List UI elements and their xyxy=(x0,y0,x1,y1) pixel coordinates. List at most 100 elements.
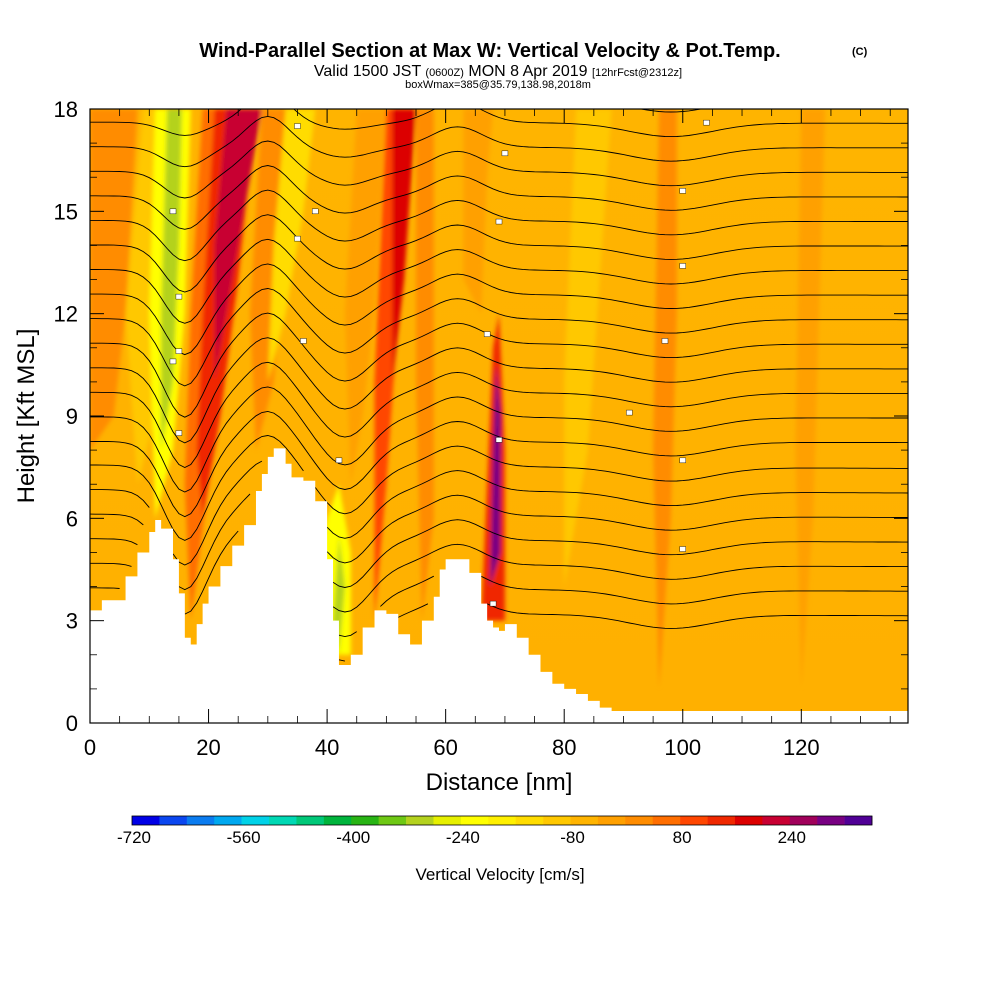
field-orange-plain xyxy=(344,109,387,485)
colorbar-swatch xyxy=(707,816,736,825)
y-axis-label: Height [Kft MSL] xyxy=(13,329,40,504)
field-orange-upper xyxy=(463,109,494,314)
theta-contour-12 xyxy=(90,288,908,387)
contour-label-marker xyxy=(300,338,307,344)
colorbar-swatch xyxy=(680,816,708,825)
colorbar-swatch xyxy=(597,816,626,825)
contour-label-marker xyxy=(175,348,183,354)
subtitle-utc: (0600Z) xyxy=(425,67,464,79)
field-orange-east xyxy=(416,109,434,621)
contour-label-marker xyxy=(294,235,301,242)
field-orange-right1 xyxy=(653,109,677,689)
velocity-field xyxy=(90,109,826,689)
colorbar-swatch xyxy=(789,816,818,825)
x-tick-label: 20 xyxy=(196,735,220,760)
subtitle-valid: Valid 1500 JST xyxy=(314,63,422,80)
y-tick-label: 3 xyxy=(66,609,78,634)
colorbar-swatch xyxy=(817,816,845,825)
y-tick-label: 12 xyxy=(54,302,78,327)
theta-contour-0 xyxy=(338,603,908,662)
x-axis: 0 20 40 60 80 100 120 xyxy=(84,109,891,760)
colorbar-swatch xyxy=(515,816,544,825)
colorbar xyxy=(131,815,873,826)
contour-label-marker xyxy=(501,150,509,157)
theta-contour-3 xyxy=(90,519,908,615)
y-tick-label: 0 xyxy=(66,711,78,736)
field-orange-right2 xyxy=(795,109,826,689)
colorbar-swatch xyxy=(351,816,379,825)
terrain-profile xyxy=(90,448,908,723)
colorbar-swatch xyxy=(433,816,462,825)
theta-contour-17 xyxy=(90,165,908,230)
contour-label-marker xyxy=(294,123,301,129)
plot-area xyxy=(90,109,908,723)
field-red-top xyxy=(392,109,417,382)
contour-label-marker xyxy=(175,293,183,300)
x-axis-label: Distance [nm] xyxy=(426,769,573,796)
colorbar-swatch xyxy=(406,816,434,825)
theta-contour-1 xyxy=(90,575,908,638)
contour-label-marker xyxy=(169,358,177,365)
colorbar-tick-label: -720 xyxy=(117,828,151,847)
colorbar-swatch xyxy=(214,816,242,825)
x-tick-label: 80 xyxy=(552,735,576,760)
theta-contour-7 xyxy=(90,410,908,518)
colorbar-frame xyxy=(131,815,873,826)
y-tick-label: 18 xyxy=(54,97,78,122)
theta-contour-labels xyxy=(169,119,710,607)
colorbar-swatch xyxy=(186,816,215,825)
y-axis: 0 3 6 9 12 15 18 xyxy=(54,97,908,736)
chart-title: Wind-Parallel Section at Max W: Vertical… xyxy=(199,40,780,62)
theta-contour-10 xyxy=(90,337,908,444)
contour-label-marker xyxy=(679,457,686,464)
contour-label-marker xyxy=(626,409,633,416)
theta-contours xyxy=(90,109,908,662)
theta-contour-16 xyxy=(90,189,908,262)
theta-contour-15 xyxy=(90,214,908,293)
contour-label-marker xyxy=(335,457,343,464)
y-tick-label: 6 xyxy=(66,506,78,531)
x-tick-label: 0 xyxy=(84,735,96,760)
field-purple-plume xyxy=(490,364,501,587)
subtitle-forecast: [12hrFcst@2312z] xyxy=(592,67,682,79)
colorbar-tick-label: -400 xyxy=(336,828,370,847)
x-tick-label: 60 xyxy=(433,735,457,760)
colorbar-swatch xyxy=(241,816,270,825)
colorbar-label: Vertical Velocity [cm/s] xyxy=(415,865,584,884)
chart-subtitle-box: boxWmax=385@35.79,138.98,2018m xyxy=(405,79,591,91)
colorbar-swatch xyxy=(269,816,297,825)
contour-label-marker xyxy=(489,600,497,607)
colorbar-swatch xyxy=(570,816,599,825)
field-crimson-band xyxy=(214,109,262,382)
contour-label-marker xyxy=(679,188,686,194)
colorbar-swatch xyxy=(488,816,517,825)
colorbar-swatch xyxy=(460,816,489,825)
contour-label-marker xyxy=(495,437,503,443)
theta-contour-6 xyxy=(90,435,908,541)
colorbar-tick-label: -240 xyxy=(446,828,480,847)
colorbar-tick-label: -80 xyxy=(560,828,585,847)
contour-label-marker xyxy=(679,546,686,552)
contour-label-marker xyxy=(175,430,183,436)
colorbar-tick-label: -560 xyxy=(227,828,261,847)
contour-label-marker xyxy=(679,263,686,269)
x-tick-label: 120 xyxy=(783,735,820,760)
field-orange-left xyxy=(90,109,138,451)
field-yellow-mid xyxy=(267,109,316,382)
colorbar-tick-label: 240 xyxy=(778,828,806,847)
chart-subtitle: Valid 1500 JST (0600Z) MON 8 Apr 2019 [1… xyxy=(314,63,682,80)
contour-label-marker xyxy=(483,331,491,337)
colorbar-swatch xyxy=(378,816,407,825)
theta-contour-14 xyxy=(90,238,908,324)
colorbar-swatch xyxy=(844,816,873,825)
contour-label-marker xyxy=(495,218,503,225)
theta-contour-20 xyxy=(90,109,908,138)
colorbar-swatch xyxy=(734,816,763,825)
theta-contour-11 xyxy=(90,312,908,418)
contour-label-marker xyxy=(312,208,319,215)
colorbar-swatch xyxy=(132,816,160,825)
colorbar-swatch xyxy=(625,816,654,825)
colorbar-swatch xyxy=(323,816,352,825)
y-tick-label: 9 xyxy=(66,404,78,429)
